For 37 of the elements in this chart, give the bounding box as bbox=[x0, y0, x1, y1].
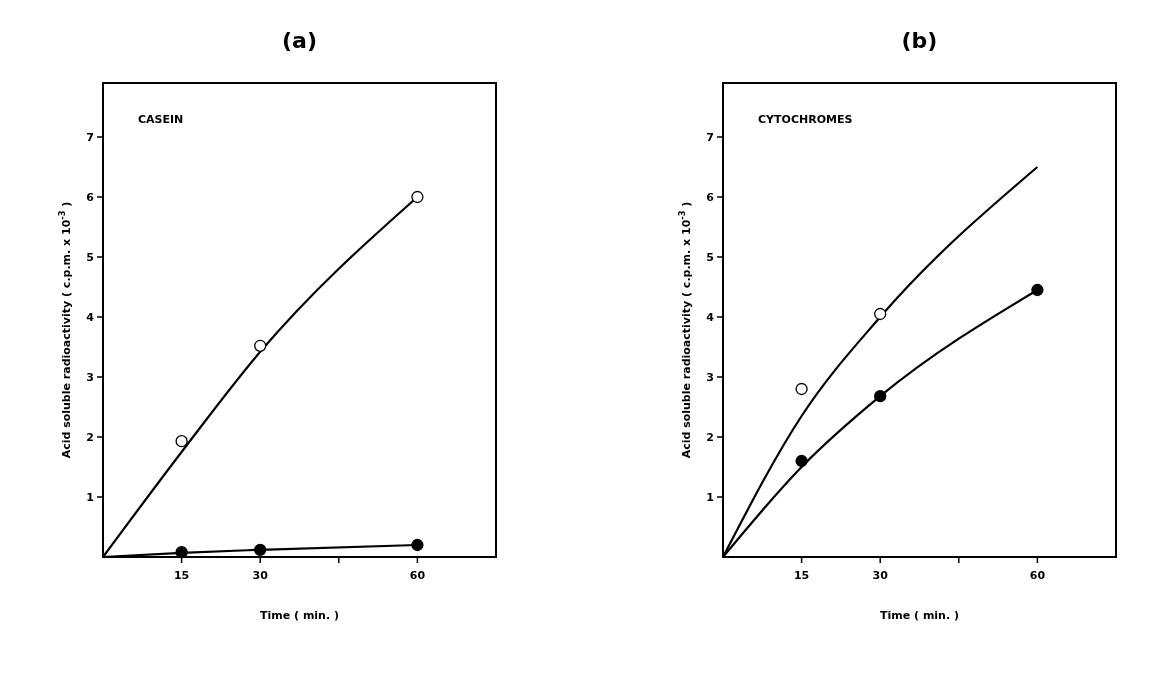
x-tick-label: 15 bbox=[793, 569, 810, 582]
chart-title: (b) bbox=[901, 28, 938, 53]
y-tick-label: 2 bbox=[706, 430, 714, 444]
annotation: CASEIN bbox=[138, 113, 184, 126]
x-tick-label: 60 bbox=[409, 569, 426, 582]
point bbox=[874, 390, 887, 403]
annotation: CYTOCHROMES bbox=[758, 113, 853, 126]
y-tick-label: 1 bbox=[706, 490, 714, 504]
x-tick-label: 30 bbox=[252, 569, 269, 582]
y-tick-label: 7 bbox=[86, 130, 94, 144]
y-tick-label: 7 bbox=[706, 130, 714, 144]
y-tick-label: 1 bbox=[86, 490, 94, 504]
y-tick-label: 4 bbox=[706, 310, 715, 324]
point bbox=[795, 382, 808, 396]
point bbox=[175, 546, 188, 559]
y-tick-label: 3 bbox=[706, 370, 714, 384]
y-tick-label: 6 bbox=[86, 190, 95, 204]
y-tick-label: 4 bbox=[86, 310, 95, 324]
x-tick-label: 15 bbox=[173, 569, 190, 582]
x-tick-label: 60 bbox=[1029, 569, 1046, 582]
point bbox=[411, 538, 424, 552]
y-tick-label: 3 bbox=[86, 370, 94, 384]
y-tick-label: 6 bbox=[706, 190, 715, 204]
point bbox=[1031, 283, 1044, 297]
x-axis-title: Time ( min. ) bbox=[260, 609, 339, 622]
x-tick-label: 30 bbox=[872, 569, 889, 582]
point bbox=[254, 339, 267, 352]
point bbox=[411, 190, 424, 204]
point bbox=[254, 543, 267, 556]
point bbox=[175, 435, 188, 448]
chart-title: (a) bbox=[282, 28, 317, 53]
y-tick-label: 5 bbox=[86, 250, 94, 264]
y-tick-label: 5 bbox=[706, 250, 714, 264]
point bbox=[795, 454, 808, 468]
point bbox=[874, 307, 887, 321]
y-tick-label: 2 bbox=[86, 430, 94, 444]
x-axis-title: Time ( min. ) bbox=[880, 609, 959, 622]
